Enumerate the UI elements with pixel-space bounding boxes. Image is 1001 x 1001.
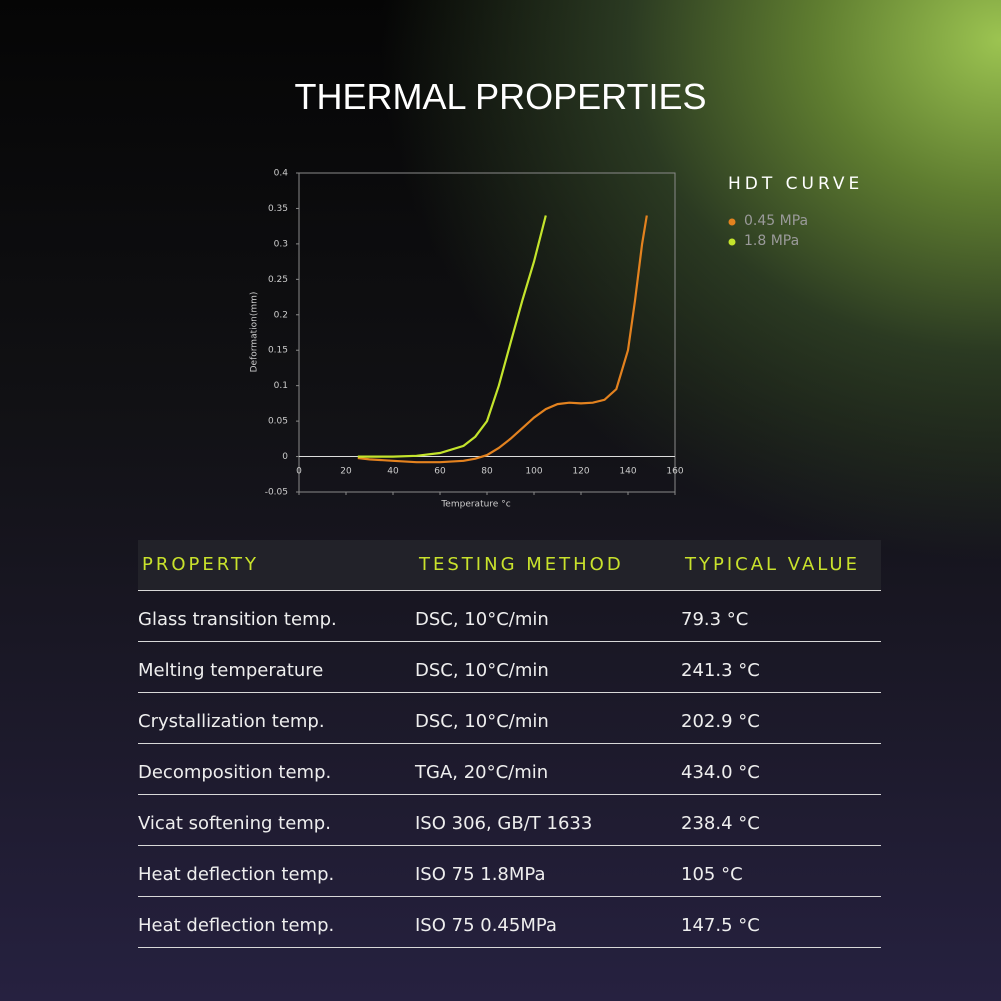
table-cell: 434.0 °C bbox=[681, 762, 760, 783]
y-tick-label: 0.3 bbox=[274, 239, 288, 249]
x-tick-label: 100 bbox=[525, 467, 542, 477]
x-tick-label: 80 bbox=[481, 467, 493, 477]
x-axis-label: Temperature °c bbox=[440, 500, 510, 510]
table-cell: ISO 306, GB/T 1633 bbox=[415, 813, 593, 834]
chart: -0.05 0 0.05 0.1 0.15 0.2 0.25 0.3 0.35 0.4 0 20 40 6… bbox=[249, 168, 863, 510]
x-tick-label: 160 bbox=[666, 467, 683, 477]
x-tick-label: 20 bbox=[340, 467, 352, 477]
y-tick-label: 0.35 bbox=[268, 204, 288, 214]
y-tick-label: 0.15 bbox=[268, 346, 288, 356]
table-row: Decomposition temp. TGA, 20°C/min 434.0 °C bbox=[138, 744, 881, 795]
table-cell: Decomposition temp. bbox=[138, 762, 332, 783]
legend-label: 1.8 MPa bbox=[744, 233, 799, 249]
legend-marker bbox=[728, 218, 736, 226]
y-tick-label: 0.1 bbox=[274, 381, 288, 391]
x-tick-label: 60 bbox=[434, 467, 446, 477]
header-cell: TESTING METHOD bbox=[419, 554, 624, 575]
table-cell: DSC, 10°C/min bbox=[415, 660, 549, 681]
y-tick-label: 0 bbox=[282, 452, 288, 462]
table-cell: Crystallization temp. bbox=[138, 711, 325, 732]
table-cell: ISO 75 0.45MPa bbox=[415, 915, 557, 936]
legend-marker bbox=[728, 238, 736, 246]
x-tick-label: 0 bbox=[296, 467, 302, 477]
table-cell: 79.3 °C bbox=[681, 609, 749, 630]
table-cell: Heat deflection temp. bbox=[138, 864, 335, 885]
table-cell: DSC, 10°C/min bbox=[415, 609, 549, 630]
table-cell: ISO 75 1.8MPa bbox=[415, 864, 546, 885]
series-line bbox=[357, 215, 648, 464]
table-cell: 241.3 °C bbox=[681, 660, 760, 681]
plot-frame bbox=[298, 172, 676, 493]
table-cell: 147.5 °C bbox=[681, 915, 760, 936]
table-cell: Glass transition temp. bbox=[138, 609, 337, 630]
y-tick-label: 0.2 bbox=[274, 310, 288, 320]
y-tick-label: -0.05 bbox=[265, 488, 288, 498]
heading: THERMAL PROPERTIES bbox=[294, 76, 707, 117]
table-cell: 105 °C bbox=[681, 864, 743, 885]
x-tick-label: 140 bbox=[619, 467, 636, 477]
header-cell: TYPICAL VALUE bbox=[685, 554, 860, 575]
table-cell: DSC, 10°C/min bbox=[415, 711, 549, 732]
legend-label: 0.45 MPa bbox=[744, 213, 808, 229]
y-tick-label: 0.25 bbox=[268, 275, 288, 285]
legend-title: HDT CURVE bbox=[728, 174, 863, 194]
y-axis-label: Deformation(mm) bbox=[250, 292, 260, 373]
table-cell: 202.9 °C bbox=[681, 711, 760, 732]
y-tick-label: 0.4 bbox=[274, 169, 289, 179]
table-cell: 238.4 °C bbox=[681, 813, 760, 834]
table-row: Crystallization temp. DSC, 10°C/min 202.9 … bbox=[138, 693, 881, 744]
table-cell: Vicat softening temp. bbox=[138, 813, 331, 834]
x-tick-label: 40 bbox=[387, 467, 399, 477]
table-row: Heat deflection temp. ISO 75 1.8MPa 105 °C bbox=[138, 846, 881, 897]
y-tick-label: 0.05 bbox=[268, 417, 288, 427]
table-row: Melting temperature DSC, 10°C/min 241.3 °C bbox=[138, 642, 881, 693]
table-cell: Melting temperature bbox=[138, 660, 324, 681]
x-tick-label: 120 bbox=[572, 467, 589, 477]
table: PROPERTY TESTING METHOD TYPICAL VALUE Glass… bbox=[138, 540, 881, 948]
table-row: Heat deflection temp. ISO 75 0.45MPa 147.5… bbox=[138, 897, 881, 948]
table-header: PROPERTY TESTING METHOD TYPICAL VALUE bbox=[138, 540, 881, 591]
table-cell: Heat deflection temp. bbox=[138, 915, 335, 936]
table-row: Vicat softening temp. ISO 306, GB/T 1633 2… bbox=[138, 795, 881, 846]
table-row: Glass transition temp. DSC, 10°C/min 79.3 … bbox=[138, 591, 881, 642]
header-cell: PROPERTY bbox=[142, 554, 259, 575]
series-line bbox=[357, 215, 547, 458]
table-cell: TGA, 20°C/min bbox=[415, 762, 549, 783]
